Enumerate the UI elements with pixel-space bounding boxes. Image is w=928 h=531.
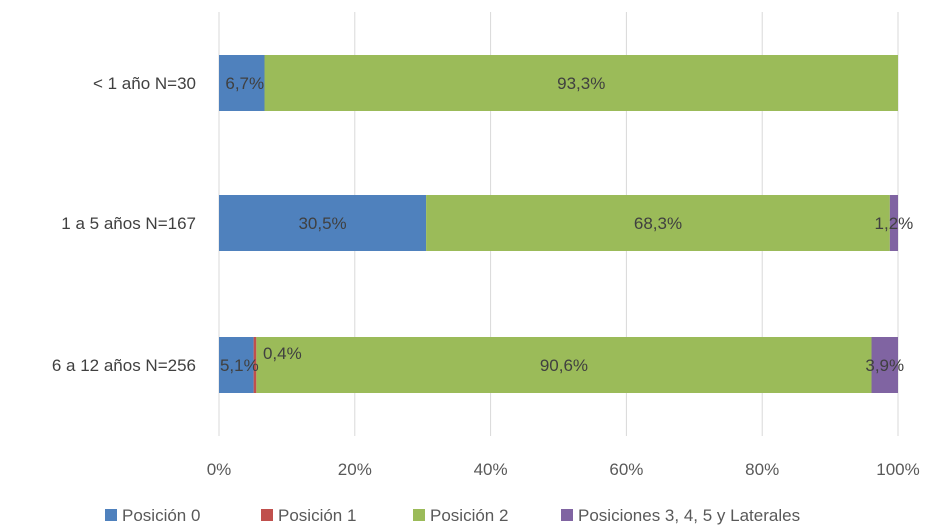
data-label: 3,9% (865, 356, 904, 375)
data-label: 68,3% (634, 214, 682, 233)
data-labels: 6,7% 93,3% 30,5% 68,3% 1,2% 5,1%0,4% 90,6% 3,9% (220, 74, 913, 375)
data-label: 1,2% (875, 214, 914, 233)
bar-segment (871, 337, 898, 393)
bars (219, 55, 898, 393)
x-tick-label: 60% (609, 460, 643, 479)
legend-label: Posiciones 3, 4, 5 y Laterales (578, 506, 800, 525)
category-label: 1 a 5 años N=167 (61, 214, 196, 233)
bar-segment (264, 55, 898, 111)
data-label: 90,6% (540, 356, 588, 375)
legend-swatch (561, 509, 573, 521)
data-label: 0,4% (263, 344, 302, 363)
data-label: 6,7% (225, 74, 264, 93)
x-tick-label: 0% (207, 460, 232, 479)
category-label: < 1 año N=30 (93, 74, 196, 93)
x-axis-ticks: 0% 20% 40% 60% 80% 100% (207, 460, 920, 479)
x-tick-label: 40% (474, 460, 508, 479)
data-label: 93,3% (557, 74, 605, 93)
legend-label: Posición 2 (430, 506, 508, 525)
legend: Posición 0 Posición 1 Posición 2 Posiciones… (105, 506, 800, 525)
bar-segment (256, 337, 872, 393)
category-labels: < 1 año N=30 1 a 5 años N=167 6 a 12 años … (52, 74, 196, 375)
category-label: 6 a 12 años N=256 (52, 356, 196, 375)
bar-segment (253, 337, 257, 393)
bar-segment (889, 195, 898, 251)
legend-swatch (261, 509, 273, 521)
legend-swatch (105, 509, 117, 521)
x-tick-label: 20% (338, 460, 372, 479)
data-label: 30,5% (298, 214, 346, 233)
bar-segment (219, 55, 265, 111)
bar-segment (426, 195, 890, 251)
bar-segment (219, 337, 254, 393)
legend-label: Posición 0 (122, 506, 200, 525)
legend-label: Posición 1 (278, 506, 356, 525)
legend-swatch (413, 509, 425, 521)
x-tick-label: 100% (876, 460, 919, 479)
bar-segment (219, 195, 427, 251)
data-label: 5,1% (220, 356, 259, 375)
x-tick-label: 80% (745, 460, 779, 479)
